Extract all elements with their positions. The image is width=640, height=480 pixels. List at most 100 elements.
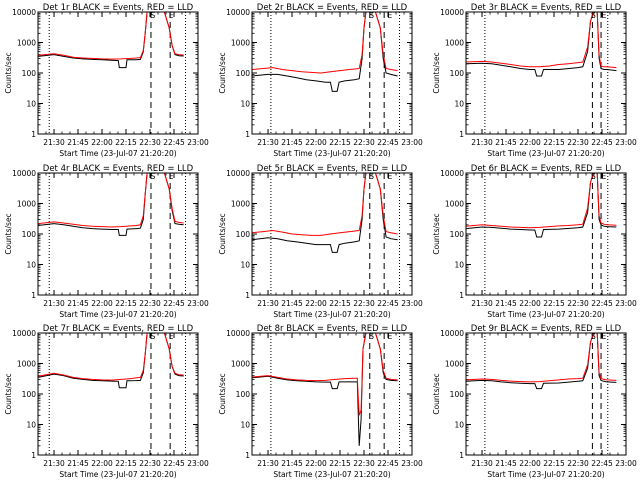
y-tick-label: 1 bbox=[245, 130, 250, 139]
x-tick-label: 23:00 bbox=[187, 459, 209, 468]
y-tick-label: 10000 bbox=[440, 8, 464, 17]
x-tick-label: 22:30 bbox=[139, 138, 161, 147]
lld-series-line bbox=[38, 12, 184, 60]
plot-frame bbox=[251, 172, 413, 296]
y-tick-label: 10 bbox=[26, 421, 36, 430]
x-tick-label: 22:45 bbox=[163, 299, 185, 308]
y-tick-label: 1000 bbox=[231, 200, 250, 209]
lld-series-line bbox=[466, 12, 617, 69]
chart-title: Det 6r BLACK = Events, RED = LLD bbox=[471, 164, 622, 174]
plot-frame bbox=[465, 11, 627, 135]
chart-panel: Det 5r BLACK = Events, RED = LLD Counts/s… bbox=[218, 164, 423, 319]
y-tick-label: 10 bbox=[26, 100, 36, 109]
x-tick-label: 21:45 bbox=[67, 299, 89, 308]
events-series-line bbox=[466, 173, 617, 238]
events-series-line bbox=[252, 173, 398, 253]
y-tick-label: 100 bbox=[450, 230, 465, 239]
marker-label: S bbox=[369, 11, 374, 20]
x-tick-label: 23:00 bbox=[615, 138, 637, 147]
x-tick-label: 22:15 bbox=[115, 299, 137, 308]
lld-series-line bbox=[466, 333, 617, 383]
y-tick-label: 1000 bbox=[17, 39, 36, 48]
y-tick-label: 10 bbox=[240, 261, 250, 270]
x-tick-label: 22:30 bbox=[353, 138, 375, 147]
x-tick-label: 21:45 bbox=[281, 299, 303, 308]
events-series-line bbox=[466, 333, 617, 390]
x-tick-label: 22:15 bbox=[329, 138, 351, 147]
marker-label: E bbox=[169, 172, 174, 181]
y-tick-label: 1 bbox=[31, 291, 36, 300]
marker-label: S bbox=[151, 332, 156, 341]
plot-frame bbox=[465, 172, 627, 296]
lld-series-line bbox=[38, 173, 184, 228]
y-tick-label: 1000 bbox=[445, 39, 464, 48]
y-tick-label: 10000 bbox=[440, 169, 464, 178]
plot-frame bbox=[37, 332, 199, 456]
y-tick-label: 10 bbox=[454, 100, 464, 109]
y-tick-label: 100 bbox=[22, 230, 37, 239]
x-tick-label: 21:30 bbox=[471, 299, 493, 308]
marker-label: S bbox=[369, 332, 374, 341]
y-tick-label: 10 bbox=[26, 261, 36, 270]
x-axis-label: Start Time (23-Jul-07 21:20:20) bbox=[59, 470, 176, 479]
x-tick-label: 22:00 bbox=[519, 459, 541, 468]
chart-panel: Det 1r BLACK = Events, RED = LLD Counts/s… bbox=[4, 3, 209, 158]
x-axis-label: Start Time (23-Jul-07 21:20:20) bbox=[487, 149, 604, 158]
plot-frame bbox=[251, 332, 413, 456]
events-series-line bbox=[38, 173, 184, 236]
chart-title: Det 5r BLACK = Events, RED = LLD bbox=[257, 164, 408, 174]
x-tick-label: 23:00 bbox=[401, 138, 423, 147]
x-axis-label: Start Time (23-Jul-07 21:20:20) bbox=[59, 310, 176, 319]
x-tick-label: 22:15 bbox=[543, 138, 565, 147]
x-tick-label: 21:45 bbox=[495, 299, 517, 308]
marker-label: S bbox=[591, 332, 596, 341]
y-axis-label: Counts/sec bbox=[432, 52, 441, 93]
y-tick-label: 1 bbox=[245, 451, 250, 460]
x-tick-label: 22:30 bbox=[567, 138, 589, 147]
x-tick-label: 22:45 bbox=[591, 459, 613, 468]
x-tick-label: 22:45 bbox=[591, 138, 613, 147]
x-tick-label: 22:30 bbox=[567, 299, 589, 308]
y-tick-label: 1 bbox=[459, 130, 464, 139]
chart-panel: Det 6r BLACK = Events, RED = LLD Counts/s… bbox=[432, 164, 637, 319]
y-tick-label: 100 bbox=[236, 69, 251, 78]
y-axis-label: Counts/sec bbox=[218, 52, 227, 93]
x-tick-label: 22:30 bbox=[353, 459, 375, 468]
x-tick-label: 22:45 bbox=[163, 459, 185, 468]
y-tick-label: 10000 bbox=[440, 329, 464, 338]
y-tick-label: 1 bbox=[245, 291, 250, 300]
y-tick-label: 10000 bbox=[226, 329, 250, 338]
x-axis-label: Start Time (23-Jul-07 21:20:20) bbox=[487, 310, 604, 319]
y-tick-label: 10000 bbox=[226, 8, 250, 17]
x-tick-label: 22:00 bbox=[519, 299, 541, 308]
x-tick-label: 21:45 bbox=[281, 459, 303, 468]
marker-label: E bbox=[388, 11, 393, 20]
events-series-line bbox=[252, 12, 398, 92]
x-tick-label: 21:30 bbox=[257, 138, 279, 147]
events-series-line bbox=[466, 12, 617, 77]
x-tick-label: 22:00 bbox=[305, 459, 327, 468]
marker-label: S bbox=[591, 172, 596, 181]
marker-label: E bbox=[388, 172, 393, 181]
lld-series-line bbox=[252, 333, 398, 416]
x-tick-label: 23:00 bbox=[401, 459, 423, 468]
x-tick-label: 21:30 bbox=[257, 459, 279, 468]
x-tick-label: 22:15 bbox=[115, 459, 137, 468]
marker-label: E bbox=[602, 332, 607, 341]
y-tick-label: 1 bbox=[459, 291, 464, 300]
x-tick-label: 21:45 bbox=[495, 138, 517, 147]
y-tick-label: 10000 bbox=[226, 169, 250, 178]
x-tick-label: 21:30 bbox=[43, 459, 65, 468]
y-tick-label: 1 bbox=[31, 451, 36, 460]
x-tick-label: 21:45 bbox=[281, 138, 303, 147]
x-tick-label: 22:30 bbox=[139, 459, 161, 468]
plot-frame bbox=[37, 172, 199, 296]
plot-frame bbox=[37, 11, 199, 135]
chart-title: Det 4r BLACK = Events, RED = LLD bbox=[43, 164, 194, 174]
plot-frame bbox=[465, 332, 627, 456]
x-axis-label: Start Time (23-Jul-07 21:20:20) bbox=[273, 149, 390, 158]
x-tick-label: 22:00 bbox=[91, 299, 113, 308]
x-tick-label: 21:30 bbox=[257, 299, 279, 308]
chart-title: Det 8r BLACK = Events, RED = LLD bbox=[257, 324, 408, 334]
